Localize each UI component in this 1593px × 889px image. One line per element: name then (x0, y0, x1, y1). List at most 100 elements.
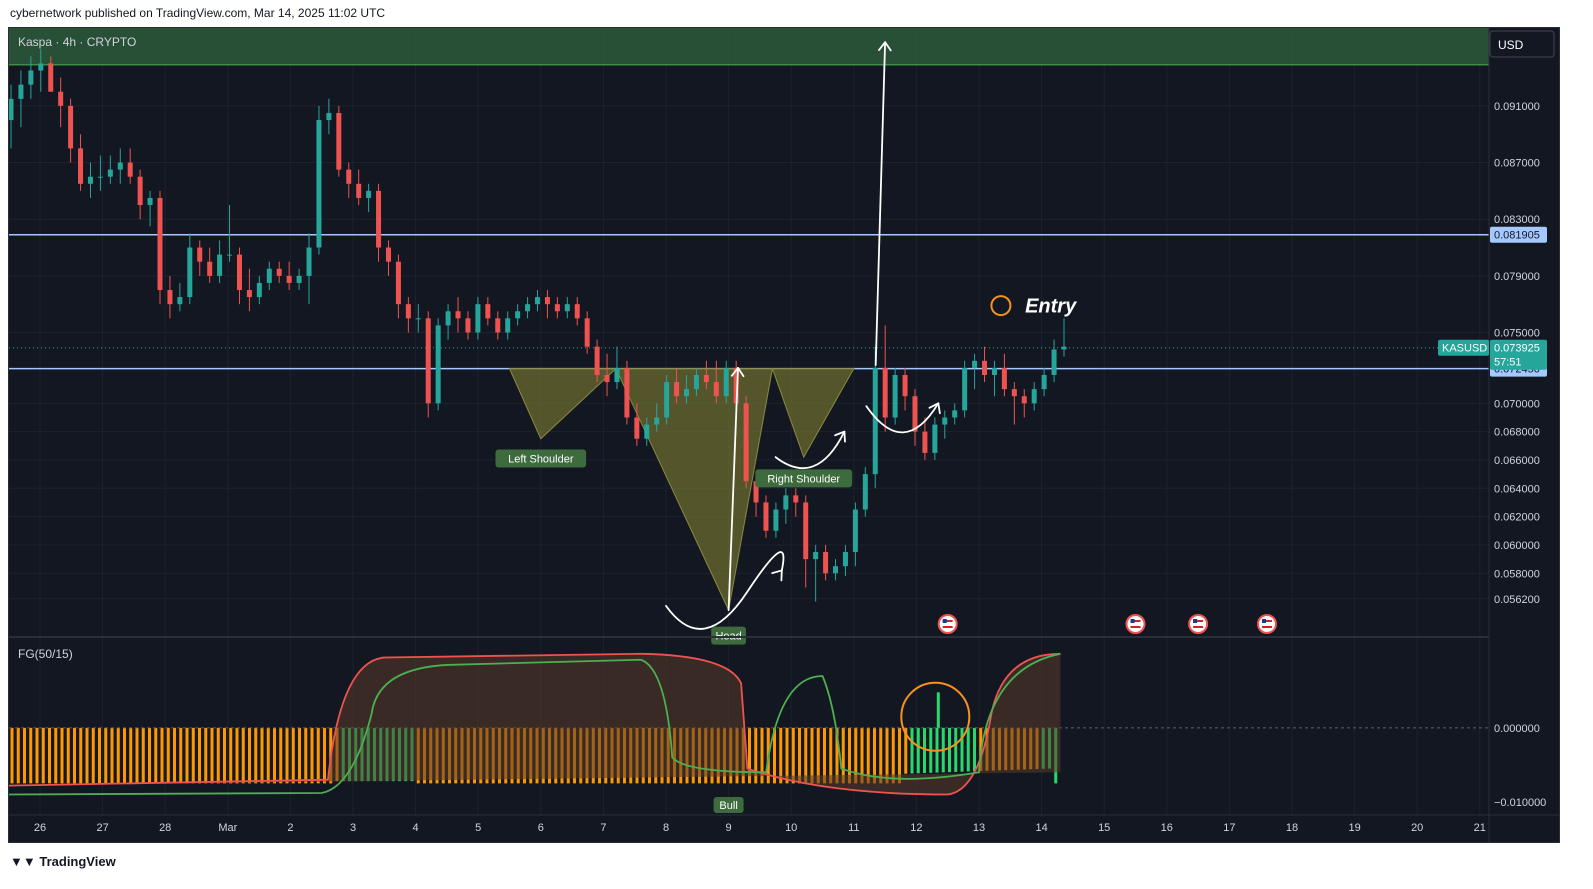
oscillator-bar (323, 727, 326, 784)
oscillator-bar (73, 727, 76, 784)
candle-body (991, 367, 997, 375)
candle-body (892, 374, 898, 418)
oscillator-bar (848, 727, 851, 784)
candle-body (167, 290, 173, 305)
time-tick-label: 12 (910, 822, 922, 834)
oscillator-bar (241, 727, 245, 784)
price-tick-label: 0.091000 (1494, 101, 1540, 113)
candle (525, 297, 531, 319)
candle-body (882, 367, 888, 418)
candle-body (783, 495, 789, 510)
candle (991, 360, 997, 397)
publisher-header: cybernetwork published on TradingView.co… (0, 0, 1593, 27)
oscillator-bar (885, 727, 889, 784)
candle (495, 311, 501, 340)
time-tick-label: 5 (475, 822, 481, 834)
oscillator-bar (198, 727, 201, 784)
last-price-text: 0.073925 (1494, 343, 1540, 355)
oscillator-bar (110, 727, 114, 784)
candle (296, 268, 302, 291)
candle-body (485, 304, 491, 319)
candle-body (753, 481, 759, 503)
candle-body (217, 254, 223, 276)
candle (97, 155, 103, 191)
candle (703, 360, 709, 390)
oscillator-bar (804, 727, 808, 784)
candle-body (515, 311, 521, 319)
oscillator-bar (204, 727, 208, 784)
candle (435, 318, 441, 411)
oscillator-bar (160, 727, 164, 784)
candle (385, 240, 391, 276)
footer: ▼▼ TradingView (0, 846, 1593, 889)
oscillator-bar (916, 727, 920, 774)
oscillator-bar (260, 727, 264, 784)
candle (266, 261, 272, 291)
candle (107, 155, 113, 184)
candle (564, 297, 570, 319)
us-flag-event-icon[interactable] (1256, 614, 1277, 634)
candle-body (1021, 396, 1027, 404)
candle (286, 261, 292, 291)
candle-body (723, 367, 729, 397)
time-tick-label: 9 (726, 822, 732, 834)
us-flag-event-icon[interactable] (937, 614, 958, 634)
candle-body (525, 304, 531, 312)
candle-body (505, 318, 511, 333)
candle (38, 49, 44, 92)
candle-body (1011, 389, 1017, 397)
candle-body (405, 304, 411, 319)
oscillator-bar (854, 727, 858, 784)
oscillator-bar (23, 727, 26, 784)
head-shoulders-pattern (508, 368, 855, 612)
oscillator-bar (279, 727, 283, 784)
us-flag-event-icon[interactable] (1188, 614, 1209, 634)
price-tick-label: 0.068000 (1494, 427, 1540, 439)
oscillator-bar (873, 727, 876, 784)
oscillator-tick-label: 0.000000 (1494, 723, 1540, 735)
time-axis[interactable]: 26 27 28 Mar 2 3 4 5 6 7 8 9 10 11 12 13 14 15 16 17 18 19 20 2… (34, 822, 1486, 834)
chart-frame[interactable]: Left Shoulder Head Right Shoulder Entry Kas… (8, 27, 1560, 843)
candle (485, 297, 491, 326)
candle-body (8, 98, 14, 121)
oscillator-bar (85, 727, 89, 784)
candle (922, 417, 928, 460)
candle-body (852, 509, 858, 553)
price-axis[interactable]: 0.091000 0.087000 0.083000 0.079000 0.075000… (1438, 101, 1547, 606)
candle-body (336, 112, 342, 170)
oscillator-bar (810, 727, 814, 784)
target-arrow-line (874, 41, 886, 366)
us-flag-event-icon[interactable] (1125, 614, 1146, 634)
oscillator-bar (35, 727, 39, 784)
tradingview-logo-text: TradingView (39, 854, 116, 869)
price-tick-label: 0.075000 (1494, 328, 1540, 340)
candle (127, 148, 133, 184)
resistance-zone (9, 28, 1489, 65)
candle (882, 325, 888, 432)
candle (912, 389, 918, 446)
tradingview-logo[interactable]: ▼▼ TradingView (10, 854, 116, 869)
price-tick-label: 0.056200 (1494, 594, 1540, 606)
candle (48, 56, 54, 92)
candle (833, 559, 839, 581)
candle (713, 360, 719, 404)
oscillator-bar (923, 727, 926, 774)
oscillator-bar (973, 727, 976, 772)
price-tick-label: 0.060000 (1494, 540, 1540, 552)
oscillator-bar (816, 727, 820, 784)
candle (654, 403, 660, 432)
candle (366, 183, 372, 213)
oscillator-bar (823, 727, 826, 784)
oscillator-bar (829, 727, 833, 784)
oscillator-bar (173, 727, 176, 784)
candle-body (713, 382, 719, 397)
currency-button[interactable] (1489, 30, 1555, 58)
candle (574, 297, 580, 326)
oscillator-bar (179, 727, 183, 784)
candle (425, 311, 431, 418)
candle-body (1041, 374, 1047, 390)
candle (306, 233, 312, 305)
candle (236, 247, 242, 305)
candles (8, 49, 1067, 602)
